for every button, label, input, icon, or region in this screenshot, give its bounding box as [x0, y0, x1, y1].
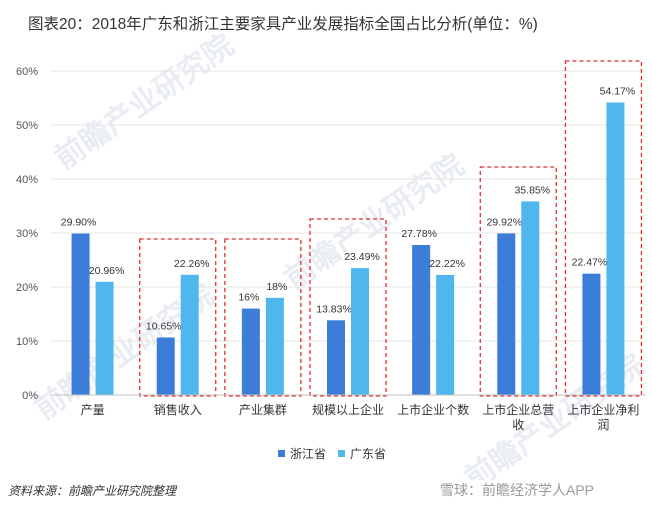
data-label: 22.22% [429, 258, 465, 270]
data-label: 16% [238, 292, 259, 304]
source-note: 资料来源：前瞻产业研究院整理 [8, 484, 177, 498]
bar [180, 274, 199, 395]
bar [582, 273, 601, 395]
highlight-box [309, 218, 387, 397]
x-tick-label: 产量 [81, 403, 105, 417]
chart-legend: 浙江省 广东省 [278, 445, 386, 462]
y-tick-label: 0% [22, 390, 38, 402]
bar [351, 268, 369, 395]
legend-swatch-guangdong [338, 450, 346, 457]
y-tick-label: 50% [16, 120, 38, 132]
data-label: 18% [266, 281, 287, 293]
data-label: 35.85% [514, 184, 550, 196]
bar [156, 337, 175, 395]
data-label: 22.26% [174, 258, 210, 270]
bar [241, 308, 260, 395]
x-tick-label: 规模以上企业 [312, 402, 384, 417]
highlight-box [479, 166, 557, 397]
data-label: 29.90% [61, 217, 97, 229]
highlight-box [224, 238, 302, 397]
data-label: 13.83% [316, 303, 352, 315]
x-tick-label: 上市企业总营 [482, 402, 554, 417]
highlight-box [564, 60, 643, 397]
watermark-text: 前瞻产业研究院 [279, 148, 471, 296]
x-tick-label: 润 [597, 418, 609, 432]
x-tick-label: 销售收入 [154, 402, 202, 417]
watermark-text: 前瞻产业研究院 [49, 28, 241, 176]
y-tick-label: 30% [16, 228, 38, 240]
data-label: 10.65% [146, 320, 182, 332]
highlight-box [139, 238, 217, 397]
bar [265, 297, 284, 395]
bar [606, 102, 625, 396]
legend-label-zhejiang: 浙江省 [290, 447, 327, 461]
legend-item-zhejiang: 浙江省 [278, 445, 326, 462]
legend-item-guangdong: 广东省 [338, 445, 386, 462]
bar [521, 201, 540, 395]
y-tick-label: 60% [16, 66, 38, 78]
bar [497, 233, 516, 395]
data-label: 29.92% [486, 216, 522, 228]
x-tick-label: 产业集群 [239, 402, 287, 417]
data-label: 22.47% [572, 257, 608, 269]
data-label: 23.49% [344, 251, 380, 263]
y-tick-label: 10% [16, 336, 38, 348]
chart-title: 图表20：2018年广东和浙江主要家具产业发展指标全国占比分析(单位：%) [28, 16, 538, 33]
y-tick-label: 40% [16, 174, 38, 186]
x-tick-label: 收 [512, 418, 524, 432]
legend-label-guangdong: 广东省 [350, 447, 387, 461]
x-tick-label: 上市企业净利 [567, 402, 639, 417]
x-tick-label: 上市企业个数 [397, 402, 469, 417]
data-label: 27.78% [401, 228, 437, 240]
y-tick-label: 20% [16, 282, 38, 294]
bar [95, 281, 114, 395]
data-label: 54.17% [600, 85, 636, 97]
bar [412, 244, 431, 395]
bar [71, 233, 90, 395]
footer-watermark: 雪球：前瞻经济学人APP [440, 482, 595, 498]
legend-swatch-zhejiang [278, 450, 285, 457]
data-label: 20.96% [89, 265, 125, 277]
bar [436, 275, 455, 395]
bar [327, 320, 345, 395]
